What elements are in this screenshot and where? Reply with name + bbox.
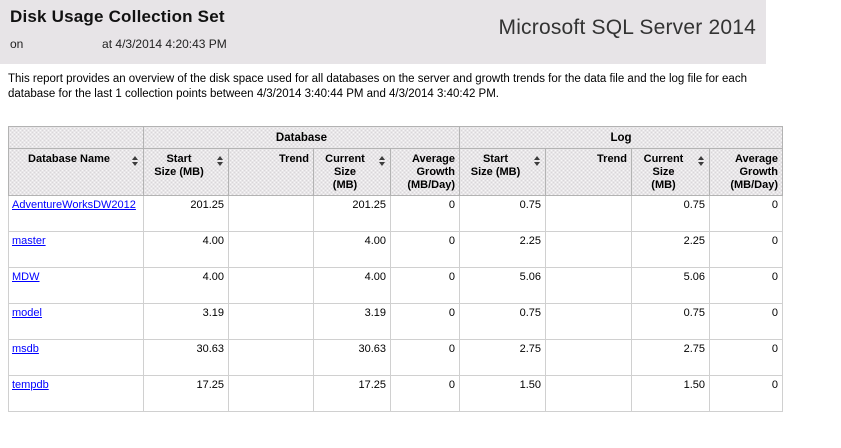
log-trend-cell	[545, 267, 632, 304]
table-row: model 3.19 3.19 0 0.75 0.75 0	[8, 303, 783, 340]
log-average-growth-value: 0	[709, 303, 783, 340]
group-header-row: Database Log	[8, 126, 783, 149]
db-average-growth-value: 0	[390, 375, 460, 412]
sort-icon[interactable]	[379, 156, 385, 166]
page-title: Disk Usage Collection Set	[10, 7, 225, 26]
column-header-log-current-size[interactable]: Current Size (MB)	[631, 148, 710, 196]
log-start-size-label: Start Size (MB)	[470, 153, 521, 178]
log-start-size-value: 2.25	[459, 231, 546, 268]
db-average-growth-value: 0	[390, 339, 460, 376]
db-current-size-value: 201.25	[313, 195, 391, 232]
db-average-growth-value: 0	[390, 303, 460, 340]
db-trend-label: Trend	[279, 153, 309, 165]
log-average-growth-value: 0	[709, 231, 783, 268]
database-link[interactable]: model	[12, 307, 42, 319]
database-link[interactable]: AdventureWorksDW2012	[12, 199, 136, 211]
sort-icon[interactable]	[132, 156, 138, 166]
column-header-db-trend: Trend	[228, 148, 314, 196]
log-trend-cell	[545, 375, 632, 412]
db-average-growth-value: 0	[390, 267, 460, 304]
database-link[interactable]: MDW	[12, 271, 40, 283]
db-current-size-label: Current Size (MB)	[325, 153, 365, 191]
column-header-db-current-size[interactable]: Current Size (MB)	[313, 148, 391, 196]
table-row: tempdb 17.25 17.25 0 1.50 1.50 0	[8, 375, 783, 412]
db-current-size-value: 4.00	[313, 267, 391, 304]
log-start-size-value: 0.75	[459, 303, 546, 340]
db-trend-cell	[228, 339, 314, 376]
log-trend-label: Trend	[597, 153, 627, 165]
log-average-growth-label: Average Growth (MB/Day)	[730, 153, 778, 191]
db-average-growth-label: Average Growth (MB/Day)	[407, 153, 455, 191]
log-trend-cell	[545, 231, 632, 268]
log-current-size-value: 2.75	[631, 339, 710, 376]
on-label: on	[10, 37, 24, 51]
column-header-db-average-growth: Average Growth (MB/Day)	[390, 148, 460, 196]
disk-usage-table: Database Log Database Name Start Size (M…	[8, 126, 783, 412]
sort-icon[interactable]	[698, 156, 704, 166]
column-header-log-trend: Trend	[545, 148, 632, 196]
sort-icon[interactable]	[217, 156, 223, 166]
report-banner: Disk Usage Collection Set on at 4/3/2014…	[0, 0, 766, 64]
group-header-log: Log	[459, 126, 783, 149]
log-trend-cell	[545, 339, 632, 376]
db-current-size-value: 3.19	[313, 303, 391, 340]
log-start-size-value: 5.06	[459, 267, 546, 304]
log-trend-cell	[545, 303, 632, 340]
report-subtitle: on at 4/3/2014 4:20:43 PM	[10, 37, 227, 51]
group-header-database: Database	[143, 126, 460, 149]
column-header-log-average-growth: Average Growth (MB/Day)	[709, 148, 783, 196]
db-trend-cell	[228, 375, 314, 412]
database-link[interactable]: msdb	[12, 343, 39, 355]
db-start-size-value: 3.19	[143, 303, 229, 340]
database-link[interactable]: tempdb	[12, 379, 49, 391]
column-header-row: Database Name Start Size (MB) Trend Curr…	[8, 148, 783, 196]
column-header-database-name[interactable]: Database Name	[8, 148, 144, 196]
log-start-size-value: 1.50	[459, 375, 546, 412]
db-start-size-value: 4.00	[143, 231, 229, 268]
database-name-label: Database Name	[28, 153, 110, 165]
log-current-size-value: 2.25	[631, 231, 710, 268]
db-current-size-value: 17.25	[313, 375, 391, 412]
db-current-size-value: 4.00	[313, 231, 391, 268]
group-header-empty	[8, 126, 144, 149]
db-trend-cell	[228, 231, 314, 268]
db-start-size-value: 17.25	[143, 375, 229, 412]
log-current-size-label: Current Size (MB)	[643, 153, 684, 191]
database-link[interactable]: master	[12, 235, 46, 247]
table-row: MDW 4.00 4.00 0 5.06 5.06 0	[8, 267, 783, 304]
log-current-size-value: 0.75	[631, 195, 710, 232]
log-average-growth-value: 0	[709, 267, 783, 304]
log-current-size-value: 5.06	[631, 267, 710, 304]
db-start-size-value: 30.63	[143, 339, 229, 376]
table-row: AdventureWorksDW2012 201.25 201.25 0 0.7…	[8, 195, 783, 232]
timestamp-label: at 4/3/2014 4:20:43 PM	[102, 37, 227, 51]
log-trend-cell	[545, 195, 632, 232]
db-average-growth-value: 0	[390, 195, 460, 232]
log-current-size-value: 1.50	[631, 375, 710, 412]
product-brand: Microsoft SQL Server 2014	[498, 16, 756, 39]
log-average-growth-value: 0	[709, 375, 783, 412]
db-start-size-label: Start Size (MB)	[154, 153, 204, 178]
db-trend-cell	[228, 267, 314, 304]
db-trend-cell	[228, 195, 314, 232]
db-start-size-value: 4.00	[143, 267, 229, 304]
table-row: master 4.00 4.00 0 2.25 2.25 0	[8, 231, 783, 268]
log-average-growth-value: 0	[709, 339, 783, 376]
log-current-size-value: 0.75	[631, 303, 710, 340]
db-average-growth-value: 0	[390, 231, 460, 268]
db-start-size-value: 201.25	[143, 195, 229, 232]
log-start-size-value: 2.75	[459, 339, 546, 376]
db-current-size-value: 30.63	[313, 339, 391, 376]
db-trend-cell	[228, 303, 314, 340]
column-header-db-start-size[interactable]: Start Size (MB)	[143, 148, 229, 196]
log-start-size-value: 0.75	[459, 195, 546, 232]
sort-icon[interactable]	[534, 156, 540, 166]
report-description: This report provides an overview of the …	[8, 73, 747, 100]
log-average-growth-value: 0	[709, 195, 783, 232]
column-header-log-start-size[interactable]: Start Size (MB)	[459, 148, 546, 196]
table-row: msdb 30.63 30.63 0 2.75 2.75 0	[8, 339, 783, 376]
